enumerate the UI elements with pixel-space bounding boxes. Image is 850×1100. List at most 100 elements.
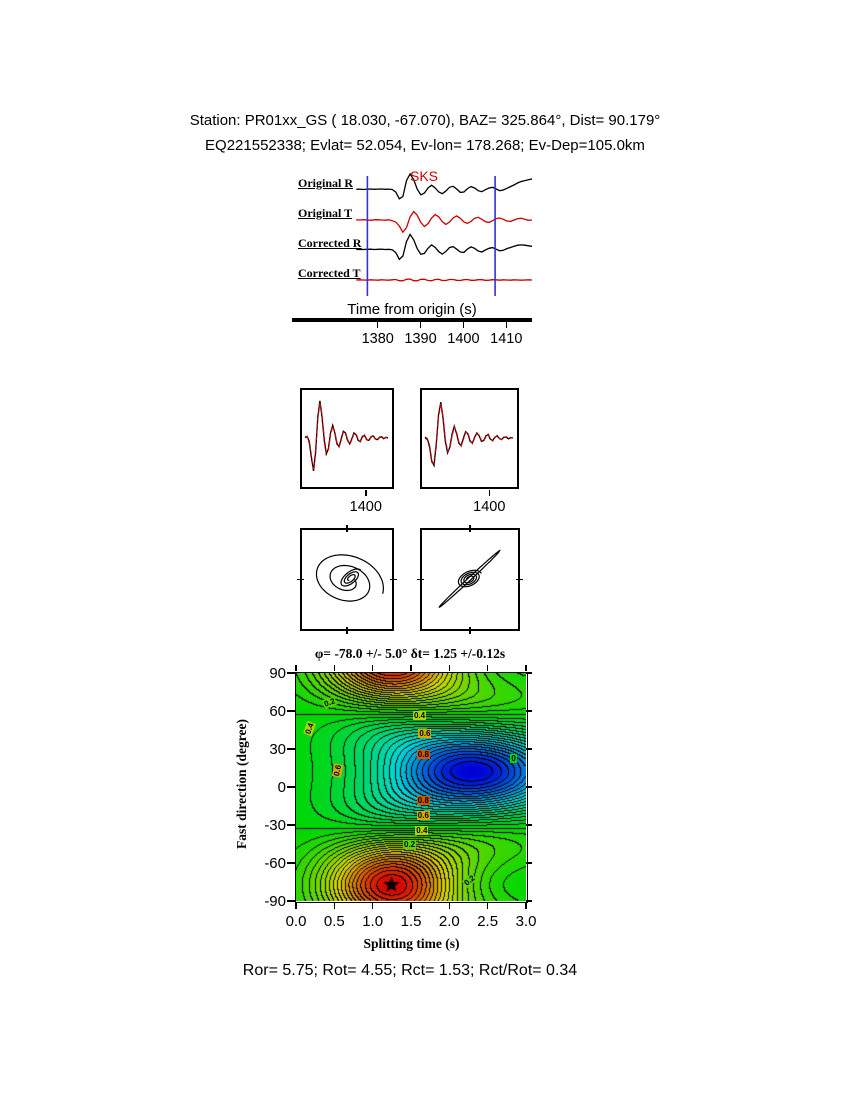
misfit-xtick-3.0 — [525, 903, 527, 909]
hodogram-corrected-1 — [457, 569, 482, 588]
splitting-time-axis-label: Splitting time (s) — [363, 936, 460, 951]
result-stats: Ror= 5.75; Rot= 4.55; Rct= 1.53; Rct/Rot… — [242, 962, 578, 979]
hodogram-original-1 — [340, 568, 362, 587]
misfit-ytick-60 — [287, 710, 295, 712]
time-tick-1390 — [419, 321, 422, 328]
contour-label-2-0.4: 0.4 — [412, 711, 427, 721]
time-axis: 1380 1390 1400 1410 — [292, 318, 532, 358]
time-axis-label: Time from origin (s) — [347, 301, 477, 318]
misfit-ytick-r-30 — [526, 748, 532, 750]
waveform-panel: Original R Original T Corrected R Correc… — [292, 168, 532, 308]
misfit-ytick--30 — [287, 824, 295, 826]
contour-label-7-0.8: 0.8 — [416, 795, 430, 805]
misfit-xtick-t-1.0 — [371, 665, 374, 671]
window-comparison-left-svg — [304, 400, 389, 471]
misfit-heatmap-canvas — [296, 673, 526, 901]
misfit-xtick-1.5 — [410, 903, 412, 909]
misfit-xtick-label-2.5: 2.5 — [477, 913, 499, 930]
misfit-xtick-label-1.5: 1.5 — [400, 913, 422, 930]
time-tick-1410 — [505, 321, 508, 328]
misfit-ytick-r-60 — [526, 710, 532, 712]
particle-motion-corrected — [420, 528, 520, 631]
misfit-contour-plot: 90 60 30 0 -30 -60 -90 0.0 0.5 1.0 1.5 2.0 2.5 3.0 0.2… — [264, 665, 536, 931]
misfit-xtick-t-0.0 — [295, 665, 297, 671]
misfit-ytick--90 — [287, 900, 295, 902]
misfit-ytick-label--30: -30 — [264, 816, 286, 834]
misfit-xtick-t-1.5 — [410, 665, 412, 671]
misfit-ytick-90 — [287, 672, 295, 674]
time-tick-label-1410: 1410 — [490, 331, 523, 347]
time-tick-label-1400: 1400 — [447, 331, 480, 347]
misfit-xtick-t-2.0 — [448, 665, 451, 671]
misfit-xtick-2.5 — [486, 903, 489, 909]
trace-corrected-r — [356, 233, 532, 261]
pm-tick-right-0 — [390, 578, 397, 581]
time-tick-label-1390: 1390 — [404, 331, 437, 347]
window-box-tick-0 — [365, 490, 367, 496]
particle-motion-original-svg — [315, 554, 385, 602]
contour-label-8-0.6: 0.6 — [416, 811, 430, 821]
pm-tick-left-0 — [297, 578, 304, 581]
trace-original-r — [356, 172, 532, 200]
hodogram-corrected-0 — [438, 549, 501, 608]
time-tick-label-1380: 1380 — [361, 331, 394, 347]
misfit-xtick-label-1.0: 1.0 — [362, 913, 384, 930]
misfit-ytick-label-0: 0 — [277, 778, 286, 796]
pm-tick-right-1 — [516, 578, 523, 581]
window-box-tick-label-1: 1400 — [473, 499, 506, 515]
misfit-xtick-2.0 — [448, 903, 451, 909]
misfit-xtick-0.0 — [295, 903, 297, 909]
misfit-ytick-r--60 — [526, 862, 532, 864]
misfit-ytick-r-0 — [526, 786, 532, 788]
pm-tick-bottom-1 — [469, 627, 471, 634]
misfit-ytick-label-90: 90 — [269, 664, 286, 682]
trace-label-original-r: Original R — [298, 176, 354, 190]
phase-label-sks: SKS — [410, 168, 439, 184]
window-box-tick-1 — [488, 490, 491, 496]
window-box-tick-label-0: 1400 — [349, 499, 382, 515]
window-trace-component-2 — [304, 402, 389, 470]
misfit-ytick-0 — [287, 786, 295, 788]
misfit-ytick-label-30: 30 — [269, 740, 286, 758]
fast-direction-axis-label: Fast direction (degree) — [234, 719, 249, 849]
window-comparison-left — [300, 388, 394, 489]
misfit-ytick-30 — [287, 748, 295, 750]
misfit-xtick-1.0 — [371, 903, 374, 909]
misfit-xtick-label-0.0: 0.0 — [285, 913, 307, 930]
contour-label-3-0.6: 0.6 — [418, 728, 432, 738]
misfit-ytick-label-60: 60 — [269, 702, 286, 720]
misfit-ytick-r--30 — [526, 824, 532, 826]
misfit-xtick-label-2.0: 2.0 — [438, 913, 460, 930]
trace-corrected-t — [356, 278, 532, 282]
misfit-xtick-label-0.5: 0.5 — [323, 913, 345, 930]
misfit-xtick-t-2.5 — [486, 665, 489, 671]
contour-label-4-0.8: 0.8 — [416, 750, 430, 760]
pm-tick-bottom-0 — [346, 627, 348, 634]
misfit-xtick-t-3.0 — [525, 665, 527, 671]
window-comparison-right — [420, 388, 519, 489]
misfit-ytick--60 — [287, 862, 295, 864]
particle-motion-corrected-svg — [438, 549, 501, 608]
station-header: Station: PR01xx_GS ( 18.030, -67.070), B… — [189, 112, 661, 129]
pm-tick-top-1 — [469, 525, 471, 532]
contour-label-5-0: 0 — [510, 754, 517, 764]
pm-tick-left-1 — [417, 578, 424, 581]
particle-motion-original — [300, 528, 394, 631]
pm-tick-top-0 — [346, 525, 348, 532]
contour-label-10-0.2: 0.2 — [403, 840, 417, 850]
trace-label-corrected-r: Corrected R — [298, 236, 362, 250]
window-comparison-right-svg — [424, 401, 514, 468]
time-tick-1380 — [376, 321, 379, 328]
misfit-xtick-0.5 — [333, 903, 336, 909]
event-header: EQ221552338; Evlat= 52.054, Ev-lon= 178.… — [205, 137, 645, 154]
time-tick-1400 — [462, 321, 465, 328]
trace-label-corrected-t: Corrected T — [298, 266, 361, 280]
misfit-ytick-label--90: -90 — [264, 892, 286, 910]
misfit-xtick-t-0.5 — [333, 665, 336, 671]
waveform-traces-svg — [356, 172, 532, 296]
misfit-ytick-r-90 — [526, 672, 532, 674]
window-trace-component-2 — [424, 403, 514, 465]
hodogram-original-0 — [315, 554, 385, 602]
window-trace-component-1 — [424, 401, 514, 468]
